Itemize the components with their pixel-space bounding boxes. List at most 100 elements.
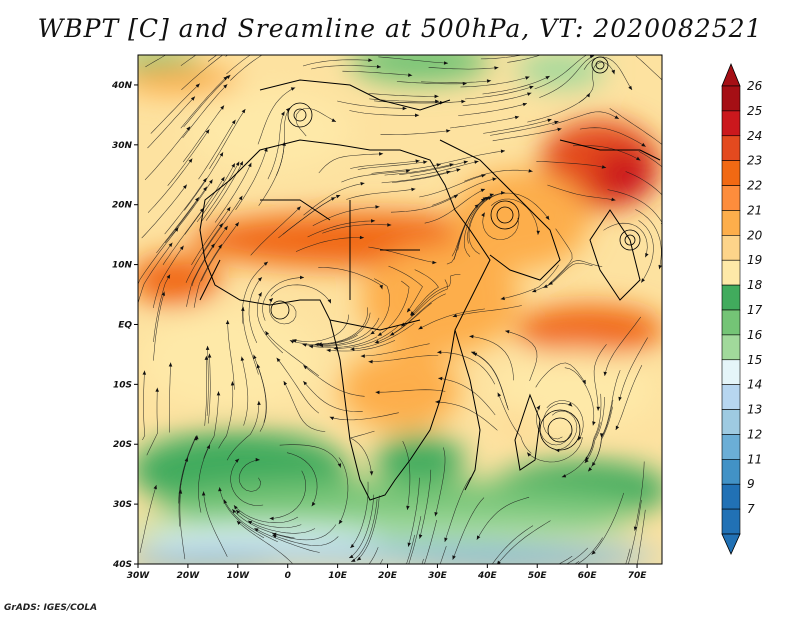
streamline [230,458,264,506]
streamline-arrow [452,555,456,560]
streamline [282,194,341,235]
streamline-arrow [168,242,173,247]
streamline-arrow [415,159,420,163]
streamline-arrow [589,55,595,59]
streamline [390,194,459,213]
streamline-arrow [239,161,243,166]
streamline-arrow [329,416,335,421]
colorbar-label: 26 [747,79,763,93]
streamline [201,161,240,221]
streamline [482,212,519,240]
colorbar-label: 13 [747,403,762,417]
streamline-arrow [497,560,501,564]
streamline [225,55,229,57]
streamline [368,93,439,97]
streamline-arrow [303,381,308,386]
streamline-arrow [456,168,461,172]
streamline [399,161,468,175]
streamline [497,520,551,564]
streamline-arrow [241,306,245,312]
streamline-arrow [416,582,419,586]
streamline-arrow [511,585,515,589]
colorbar-segment [721,483,741,510]
streamline [150,83,200,134]
streamline [370,278,390,335]
streamline-arrow [618,396,622,401]
streamline-arrow [166,274,171,279]
streamline [483,118,552,134]
streamline-arrow [190,96,195,101]
streamline [218,381,234,449]
streamline [505,330,538,381]
colorbar-top-arrow [721,62,741,87]
streamline-arrow [471,351,476,355]
streamline [460,76,530,88]
streamline-arrow [289,340,295,344]
streamline [186,243,215,307]
streamline [539,55,595,98]
streamline-arrow [283,381,288,386]
lat-tick-label: 30S [113,500,132,510]
lon-tick-label: 20W [177,571,201,581]
streamline [207,353,211,424]
streamline [139,484,157,554]
streamline [349,110,420,116]
streamline [227,320,235,390]
lon-tick-label: 60E [578,571,598,581]
streamline [233,505,299,523]
streamline-arrow [505,330,510,334]
streamline [418,308,485,330]
streamline-arrow [405,169,411,173]
streamline [276,357,320,414]
streamline-arrow [527,452,532,457]
streamline [164,186,208,243]
streamline [434,447,446,517]
streamline-arrow [368,58,373,62]
streamline-arrow [589,51,593,55]
streamline [419,174,486,198]
streamline [156,197,200,254]
streamline [388,265,423,313]
streamline-arrow [256,364,261,369]
colorbar-label: 23 [747,154,762,168]
streamline [579,127,646,147]
streamline [452,497,485,560]
streamline [437,352,496,385]
streamline [634,461,645,531]
streamline [184,152,224,211]
streamline [476,496,530,540]
streamline-arrow [350,543,355,548]
streamline-arrow [379,284,383,290]
streamline [462,92,532,106]
streamline-arrow [547,118,552,123]
streamline-arrow [570,42,574,45]
streamline [350,160,420,169]
grads-credit: GrADS: IGES/COLA [4,603,98,613]
colorbar-bottom-arrow [721,533,741,555]
streamline-arrow [375,205,380,209]
streamline-arrow [485,197,490,201]
streamline [198,119,236,180]
colorbar-segment [721,160,741,186]
streamline [368,355,439,362]
streamline [492,128,562,142]
streamline-arrow [235,222,239,227]
streamline [480,55,524,60]
streamline [572,145,641,161]
streamline-arrow [269,516,274,521]
streamline [292,314,349,342]
streamline-arrow [253,354,257,360]
streamline-arrow [545,47,549,50]
streamlines [138,42,662,589]
streamline [346,188,416,200]
streamline-arrow [387,223,392,227]
streamline-arrow [514,115,520,120]
streamline [153,274,171,343]
colorbar-segment [721,359,741,385]
streamline-arrow [494,66,499,70]
colorbar-segment [721,210,741,236]
streamline-arrow [219,152,224,157]
colorbar-segment [721,309,741,336]
streamline [333,325,399,349]
streamline [238,459,262,492]
